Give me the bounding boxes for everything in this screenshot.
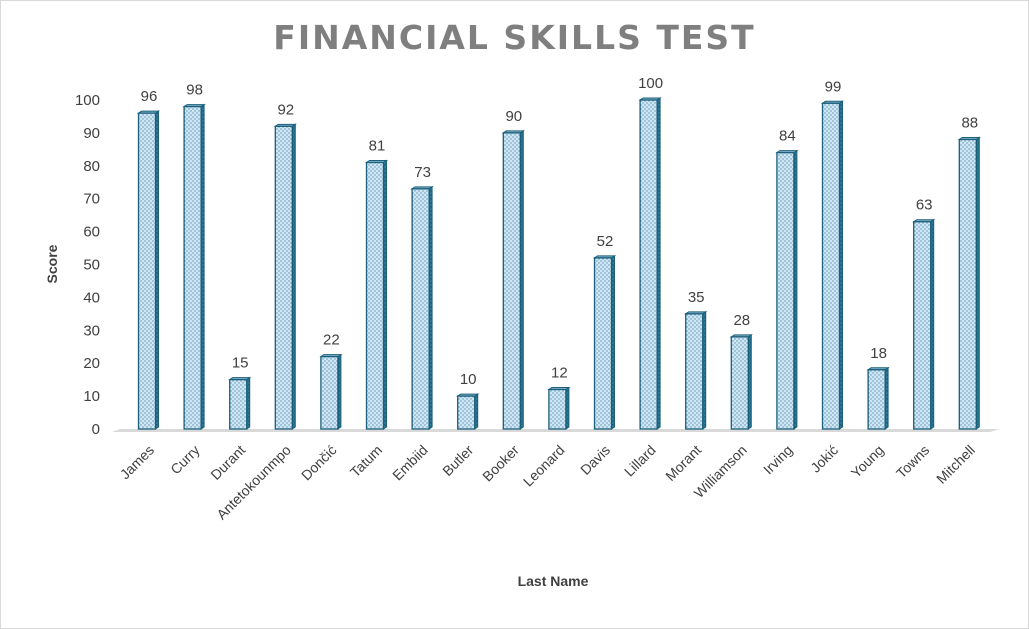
bar <box>501 129 525 430</box>
y-tick-label: 60 <box>83 224 100 241</box>
y-tick-label: 30 <box>83 322 100 339</box>
data-label: 73 <box>414 164 431 181</box>
x-tick-label: Embiid <box>389 442 431 484</box>
bar <box>182 103 206 430</box>
y-tick-label: 20 <box>83 355 100 372</box>
y-tick-label: 80 <box>83 158 100 175</box>
data-label: 63 <box>916 197 933 214</box>
data-label: 18 <box>870 345 887 362</box>
bar <box>775 149 799 430</box>
x-tick-label: Dončić <box>298 442 340 484</box>
y-axis-title: Score <box>44 244 60 283</box>
x-axis-title: Last Name <box>518 573 589 589</box>
data-label: 35 <box>688 289 705 306</box>
x-tick-label: Booker <box>479 442 522 485</box>
bar <box>228 376 252 430</box>
x-tick-label: Butler <box>439 442 476 479</box>
x-tick-label: Curry <box>167 442 203 478</box>
chart-title: FINANCIAL SKILLS TEST <box>273 18 756 57</box>
bar <box>456 393 480 430</box>
data-label: 84 <box>779 128 796 145</box>
data-label: 81 <box>369 138 386 155</box>
bar <box>136 110 161 430</box>
x-tick-label: Morant <box>662 442 704 484</box>
data-label: 15 <box>232 355 249 372</box>
bar <box>957 136 981 430</box>
bar <box>273 123 297 430</box>
y-tick-label: 100 <box>75 92 100 109</box>
data-label: 96 <box>141 88 158 105</box>
bar <box>410 185 434 430</box>
y-tick-label: 50 <box>83 257 100 274</box>
bar <box>820 100 845 430</box>
x-tick-label: James <box>117 442 157 482</box>
y-tick-label: 70 <box>83 191 100 208</box>
x-tick-label: Leonard <box>520 442 568 490</box>
x-tick-label: Jokić <box>807 442 841 476</box>
bar <box>364 159 389 430</box>
x-tick-label: Mitchell <box>933 442 978 487</box>
data-label: 52 <box>597 233 614 250</box>
y-tick-label: 90 <box>83 125 100 142</box>
bar <box>547 386 571 430</box>
data-label: 88 <box>961 114 978 131</box>
data-label: 99 <box>825 78 842 95</box>
x-tick-label: Durant <box>207 442 248 483</box>
x-tick-label: Young <box>848 442 887 481</box>
bar <box>592 254 617 430</box>
chart-floor <box>112 429 1000 432</box>
x-tick-label: Irving <box>760 442 796 478</box>
data-label: 98 <box>186 82 203 99</box>
x-tick-label: Lillard <box>621 442 659 480</box>
bar <box>729 333 753 430</box>
data-label: 92 <box>277 101 294 118</box>
x-tick-label: Davis <box>577 442 613 478</box>
y-tick-label: 40 <box>83 289 100 306</box>
data-label: 28 <box>733 312 750 329</box>
bar <box>319 353 343 430</box>
data-label: 22 <box>323 332 340 349</box>
data-label: 12 <box>551 365 568 382</box>
data-label: 90 <box>505 108 522 125</box>
y-tick-label: 10 <box>83 388 100 405</box>
x-tick-label: Tatum <box>347 442 385 480</box>
data-label: 10 <box>460 371 477 388</box>
bar <box>912 218 936 430</box>
x-tick-label: Towns <box>893 442 932 481</box>
bar <box>684 310 708 430</box>
data-label: 100 <box>638 75 663 92</box>
bar <box>638 97 662 430</box>
y-tick-label: 0 <box>92 421 100 438</box>
bar <box>866 366 890 430</box>
